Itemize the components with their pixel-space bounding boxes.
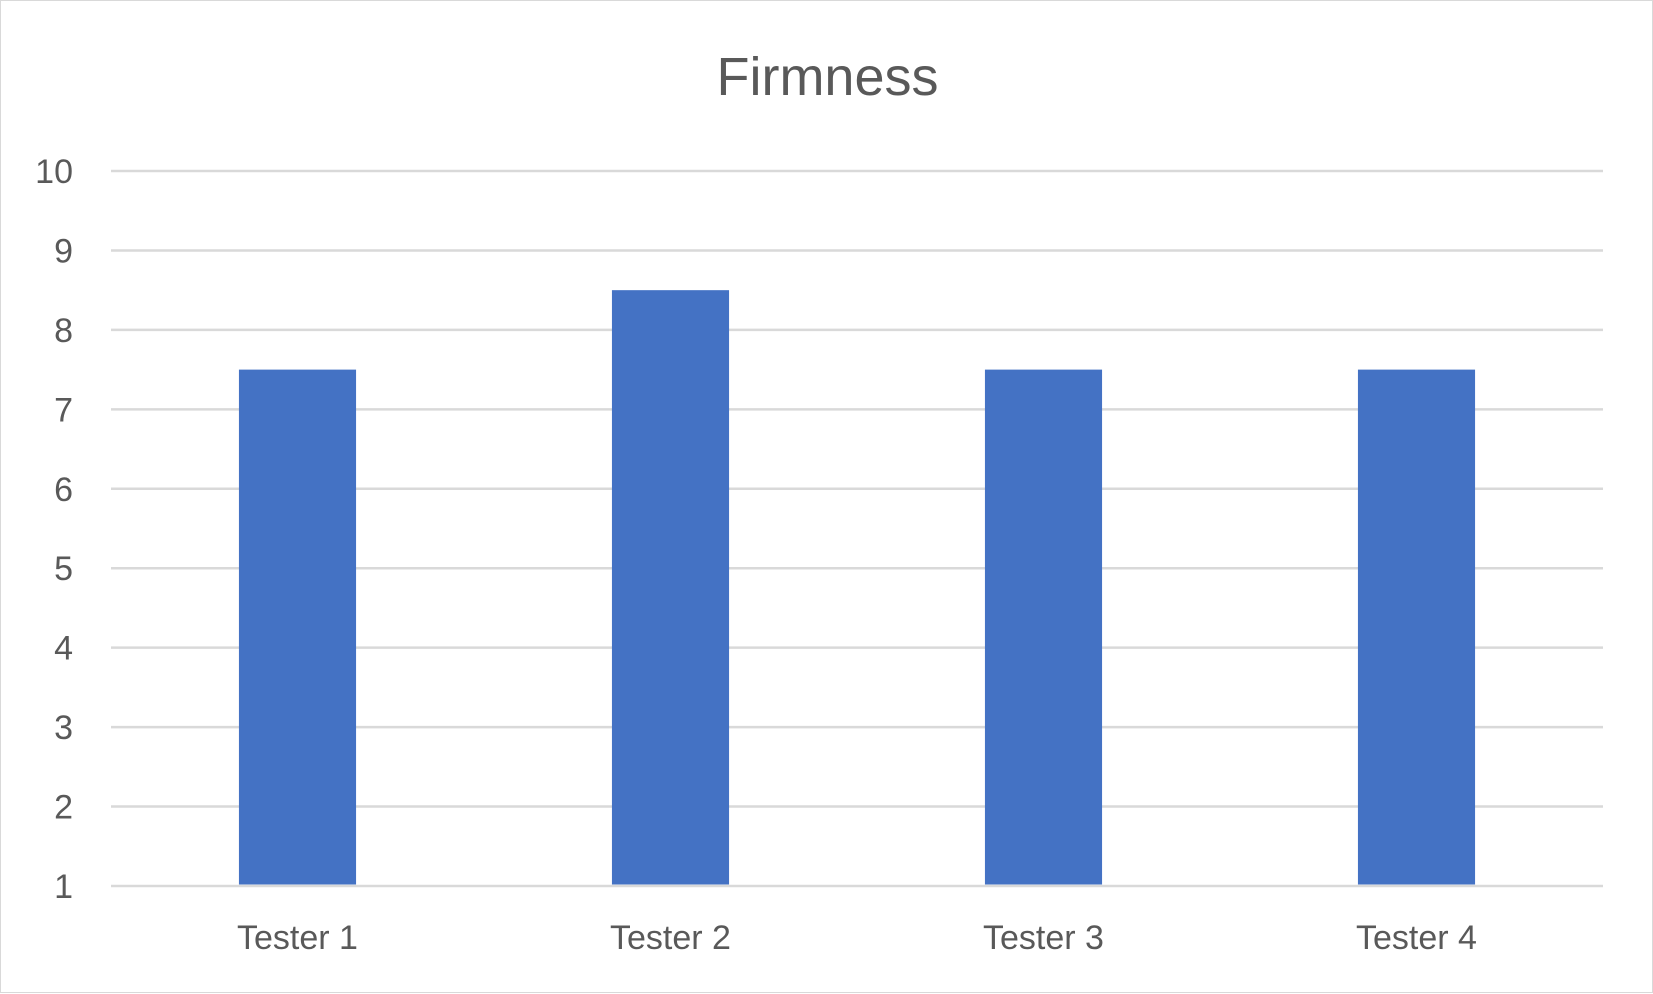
y-tick-labels: 1 2 3 4 5 6 7 8 9 10: [35, 153, 73, 906]
x-tick-label-2: Tester 2: [610, 919, 731, 957]
x-tick-label-1: Tester 1: [237, 919, 358, 957]
y-tick-label-9: 9: [54, 232, 73, 270]
y-gridlines: [111, 169, 1603, 888]
x-tick-labels: Tester 1 Tester 2 Tester 3 Tester 4: [237, 919, 1477, 957]
y-tick-label-10: 10: [35, 153, 73, 191]
y-tick-label-5: 5: [54, 550, 73, 588]
y-tick-label-7: 7: [54, 391, 73, 429]
bar-4: [1357, 369, 1476, 885]
bar-2: [611, 290, 730, 885]
bars: [238, 290, 1476, 885]
y-tick-label-3: 3: [54, 709, 73, 747]
x-tick-label-3: Tester 3: [983, 919, 1104, 957]
y-tick-label-8: 8: [54, 312, 73, 350]
y-tick-label-4: 4: [54, 630, 73, 668]
y-tick-label-1: 1: [54, 868, 73, 906]
bar-3: [984, 369, 1103, 885]
x-tick-label-4: Tester 4: [1356, 919, 1477, 957]
y-tick-label-2: 2: [54, 789, 73, 827]
bar-1: [238, 369, 357, 885]
y-tick-label-6: 6: [54, 471, 73, 509]
chart-title: Firmness: [716, 47, 939, 107]
